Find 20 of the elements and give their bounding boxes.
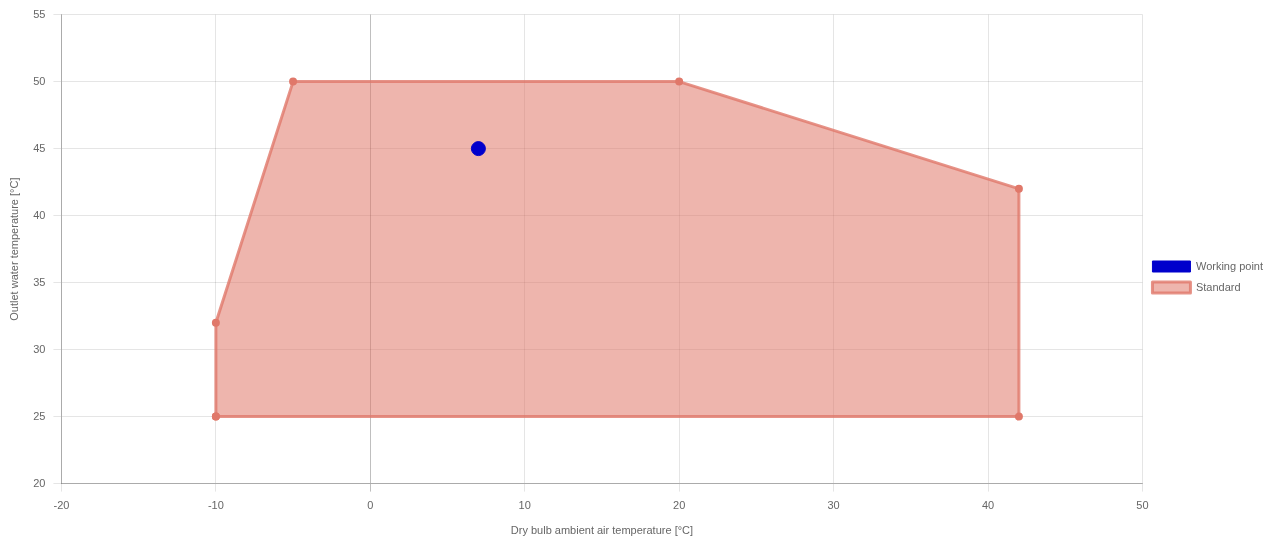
x-tick-label: 0 [367,499,374,512]
y-tick-label: 35 [33,275,46,288]
x-tick-label: -20 [53,499,70,512]
legend-label: Standard [1195,280,1241,293]
y-tick-label: 50 [33,74,46,87]
x-axis-title: Dry bulb ambient air temperature [°C] [510,524,694,537]
x-tick-label: 40 [981,499,995,512]
x-tick-label: 30 [827,499,840,512]
y-tick-label: 20 [33,476,46,489]
y-tick-label: 40 [33,208,46,221]
legend-label: Working point [1195,259,1264,272]
x-tick-label: 50 [1136,499,1149,512]
y-axis-title: Outlet water temperature [°C] [7,177,20,321]
x-tick-label: 20 [673,499,686,512]
y-tick-label: 25 [33,409,46,422]
y-tick-label: 45 [33,141,46,154]
x-tick-label: 10 [518,499,531,512]
y-tick-label: 30 [33,342,46,355]
x-tick-label: -10 [207,499,224,512]
y-tick-label: 55 [33,7,46,20]
